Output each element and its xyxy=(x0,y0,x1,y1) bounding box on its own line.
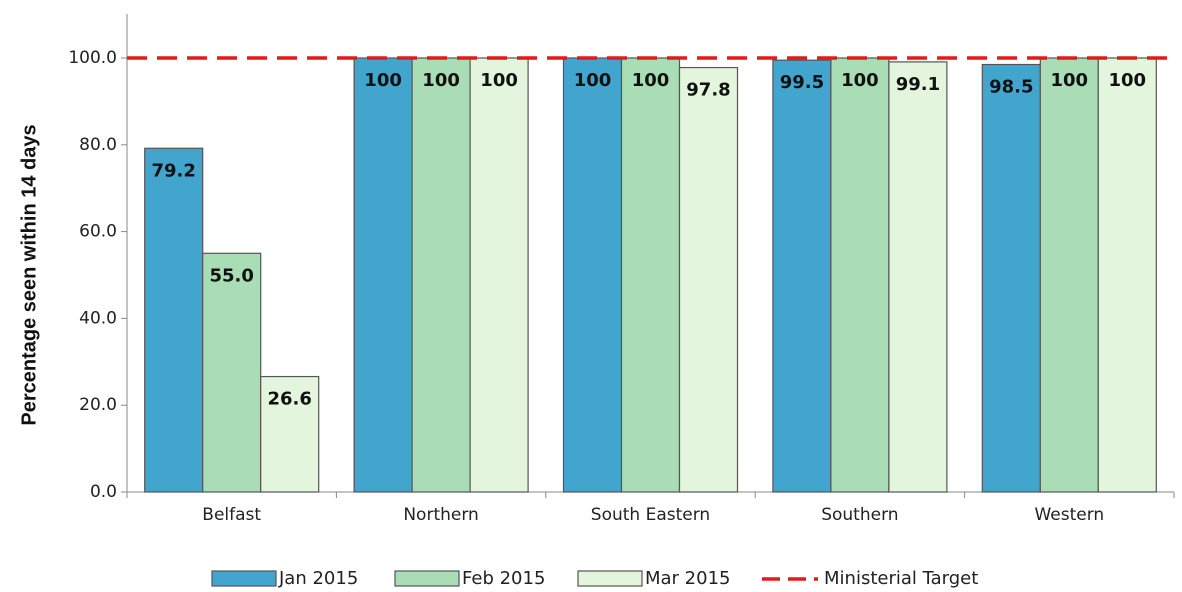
bar xyxy=(260,375,320,493)
y-tick-label: 0.0 xyxy=(90,482,117,502)
bar xyxy=(202,252,262,493)
category-label: South Eastern xyxy=(591,505,710,525)
bar xyxy=(772,59,832,493)
legend-swatch xyxy=(577,570,643,587)
bar xyxy=(620,57,681,493)
legend-swatch xyxy=(394,570,460,587)
y-tick-label: 80.0 xyxy=(79,135,117,155)
data-label: 100 xyxy=(364,70,402,91)
legend-swatch xyxy=(211,570,277,587)
bar xyxy=(144,147,204,493)
bar xyxy=(562,57,623,493)
category-label: Western xyxy=(1034,505,1104,525)
legend: Jan 2015 Feb 2015 Mar 2015 Ministerial Targ… xyxy=(211,568,978,589)
data-label: 79.2 xyxy=(151,160,195,181)
data-label: 97.8 xyxy=(686,80,730,101)
category-label: Northern xyxy=(403,505,478,525)
bar xyxy=(678,66,739,493)
data-label: 100 xyxy=(841,70,879,91)
y-axis: 0.0 20.0 40.0 60.0 80.0 100.0 xyxy=(68,14,128,502)
data-label: 100 xyxy=(480,70,518,91)
data-label: 99.5 xyxy=(780,72,824,93)
data-label: 55.0 xyxy=(209,265,253,286)
legend-label: Ministerial Target xyxy=(824,568,978,589)
y-tick-label: 40.0 xyxy=(79,308,117,328)
bars xyxy=(144,57,1157,493)
category-label: Southern xyxy=(821,505,898,525)
legend-label: Jan 2015 xyxy=(278,568,358,589)
bar xyxy=(1039,57,1099,493)
x-axis: Belfast Northern South Eastern Southern West… xyxy=(126,491,1175,525)
data-label: 100 xyxy=(1109,70,1147,91)
data-labels: 79.2 55.0 26.6 100 100 100 100 100 97.8 99.5 100 99… xyxy=(151,70,1146,410)
data-label: 98.5 xyxy=(989,77,1033,98)
data-label: 99.1 xyxy=(896,74,940,95)
bar xyxy=(830,57,890,493)
legend-label: Feb 2015 xyxy=(462,568,545,589)
data-label: 100 xyxy=(574,70,612,91)
data-label: 26.6 xyxy=(267,389,311,410)
bar xyxy=(411,57,471,493)
bar xyxy=(1097,57,1157,493)
bar xyxy=(469,57,529,493)
data-label: 100 xyxy=(1051,70,1089,91)
bar xyxy=(353,57,413,493)
y-axis-title: Percentage seen within 14 days xyxy=(18,124,40,425)
legend-label: Mar 2015 xyxy=(645,568,731,589)
y-tick-label: 100.0 xyxy=(68,48,117,68)
y-tick-label: 20.0 xyxy=(79,395,117,415)
bar xyxy=(981,63,1041,493)
data-label: 100 xyxy=(632,70,670,91)
y-tick-label: 60.0 xyxy=(79,222,117,242)
category-label: Belfast xyxy=(202,505,261,525)
data-label: 100 xyxy=(422,70,460,91)
bar xyxy=(888,61,948,493)
